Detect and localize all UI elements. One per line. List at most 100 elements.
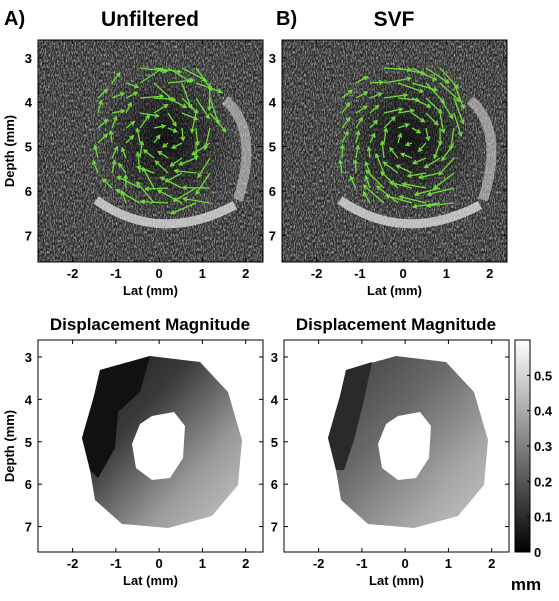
vector-arrowhead xyxy=(169,209,176,215)
y-tick-label: 3 xyxy=(25,350,32,365)
colorbar-tick-label: 0.5 xyxy=(534,368,552,383)
y-tick-label: 7 xyxy=(269,228,276,243)
vector-arrowhead xyxy=(93,144,99,150)
colorbar-unit: mm xyxy=(511,575,541,594)
colorbar-tick-label: 0.2 xyxy=(534,474,552,489)
y-tick-label: 6 xyxy=(271,477,278,492)
vector-arrow xyxy=(97,100,102,114)
vector-arrowhead xyxy=(135,127,141,133)
vector-arrowhead xyxy=(355,130,361,136)
vector-arrowhead xyxy=(441,156,446,162)
vector-arrow xyxy=(413,157,427,165)
vector-arrow xyxy=(418,142,427,152)
vector-arrow xyxy=(407,172,427,177)
vector-arrowhead xyxy=(111,159,117,165)
y-axis-label: Depth (mm) xyxy=(2,410,17,482)
vector-arrowhead xyxy=(364,160,370,167)
y-tick-label: 6 xyxy=(25,184,32,199)
vector-arrowhead xyxy=(399,152,406,158)
vector-arrow xyxy=(139,141,143,159)
vector-arrowhead xyxy=(426,103,432,108)
x-tick-label: 0 xyxy=(400,266,407,281)
y-tick-label: 6 xyxy=(269,184,276,199)
vector-arrow xyxy=(139,67,167,72)
panel-b-letter: B) xyxy=(276,8,297,30)
vector-arrowhead xyxy=(205,114,210,120)
vector-arrowhead xyxy=(406,76,412,82)
vector-arrow xyxy=(111,72,121,84)
vector-arrow xyxy=(165,172,183,183)
vector-arrowhead xyxy=(103,88,109,94)
vector-arrow xyxy=(355,131,360,144)
vector-arrow xyxy=(397,67,425,75)
vector-arrow xyxy=(181,82,192,109)
vector-arrowhead xyxy=(119,92,125,97)
vector-arrow xyxy=(425,67,449,84)
vector-arrow xyxy=(425,97,442,114)
x-tick-label: 2 xyxy=(242,266,249,281)
vector-arrowhead xyxy=(180,136,186,142)
vector-arrowhead xyxy=(103,133,109,139)
vector-arrow xyxy=(363,184,385,204)
vector-arrowhead xyxy=(374,104,380,110)
x-tick-label: 1 xyxy=(443,266,450,281)
x-tick-label: 1 xyxy=(199,266,206,281)
vector-arrow xyxy=(208,82,211,111)
vector-arrow xyxy=(111,146,118,159)
vector-arrow xyxy=(365,169,385,189)
y-tick-label: 7 xyxy=(25,228,32,243)
vector-arrow xyxy=(380,171,399,189)
vector-arrow xyxy=(369,92,382,99)
vector-arrowhead xyxy=(344,130,349,136)
vector-arrow xyxy=(121,147,127,159)
vector-arrowhead xyxy=(156,189,163,195)
x-tick-label: -1 xyxy=(354,266,366,281)
vector-arrow xyxy=(411,82,438,91)
x-tick-label: -1 xyxy=(110,266,122,281)
vector-arrow xyxy=(209,112,226,132)
vector-arrow xyxy=(413,202,441,208)
vector-arrowhead xyxy=(416,128,422,134)
vector-arrow xyxy=(153,67,181,73)
vector-arrowhead xyxy=(362,190,368,197)
vector-arrowhead xyxy=(402,92,409,98)
vector-arrow xyxy=(453,112,462,137)
panel-a-image xyxy=(38,40,263,262)
vector-arrowhead xyxy=(102,178,108,184)
vector-arrow xyxy=(341,89,353,99)
vector-arrow xyxy=(118,163,127,174)
panel-a-title: Unfiltered xyxy=(101,8,199,31)
vector-arrowhead xyxy=(420,117,426,123)
vector-arrowhead xyxy=(362,184,368,190)
vector-arrow xyxy=(383,77,411,84)
vector-arrowhead xyxy=(112,115,118,121)
vector-arrow xyxy=(354,160,357,174)
vector-arrow xyxy=(397,82,424,93)
vector-arrowhead xyxy=(373,119,379,125)
vector-arrowhead xyxy=(432,184,439,190)
vector-arrow xyxy=(399,195,427,204)
vector-arrowhead xyxy=(425,136,431,142)
vector-arrow xyxy=(341,102,351,114)
vector-arrowhead xyxy=(423,163,429,169)
vector-arrowhead xyxy=(358,116,364,122)
vector-arrow xyxy=(155,160,169,174)
vector-arrowhead xyxy=(380,171,386,177)
vector-arrow xyxy=(145,187,169,190)
x-tick-label: -1 xyxy=(110,556,122,571)
vector-arrowhead xyxy=(139,140,145,146)
vector-arrowhead xyxy=(145,114,150,120)
vector-arrowhead xyxy=(120,146,126,153)
vector-arrow xyxy=(139,67,163,84)
vector-arrowhead xyxy=(338,159,344,165)
vector-arrowhead xyxy=(414,97,421,103)
x-tick-label: 0 xyxy=(156,266,163,281)
vector-arrow xyxy=(369,133,376,144)
vector-arrowhead xyxy=(433,120,439,126)
vector-arrowhead xyxy=(455,97,462,103)
x-tick-label: 1 xyxy=(199,556,206,571)
vector-arrow xyxy=(102,178,113,189)
vector-arrow xyxy=(111,160,116,174)
vector-arrowhead xyxy=(181,185,187,191)
vector-arrow xyxy=(170,157,183,167)
